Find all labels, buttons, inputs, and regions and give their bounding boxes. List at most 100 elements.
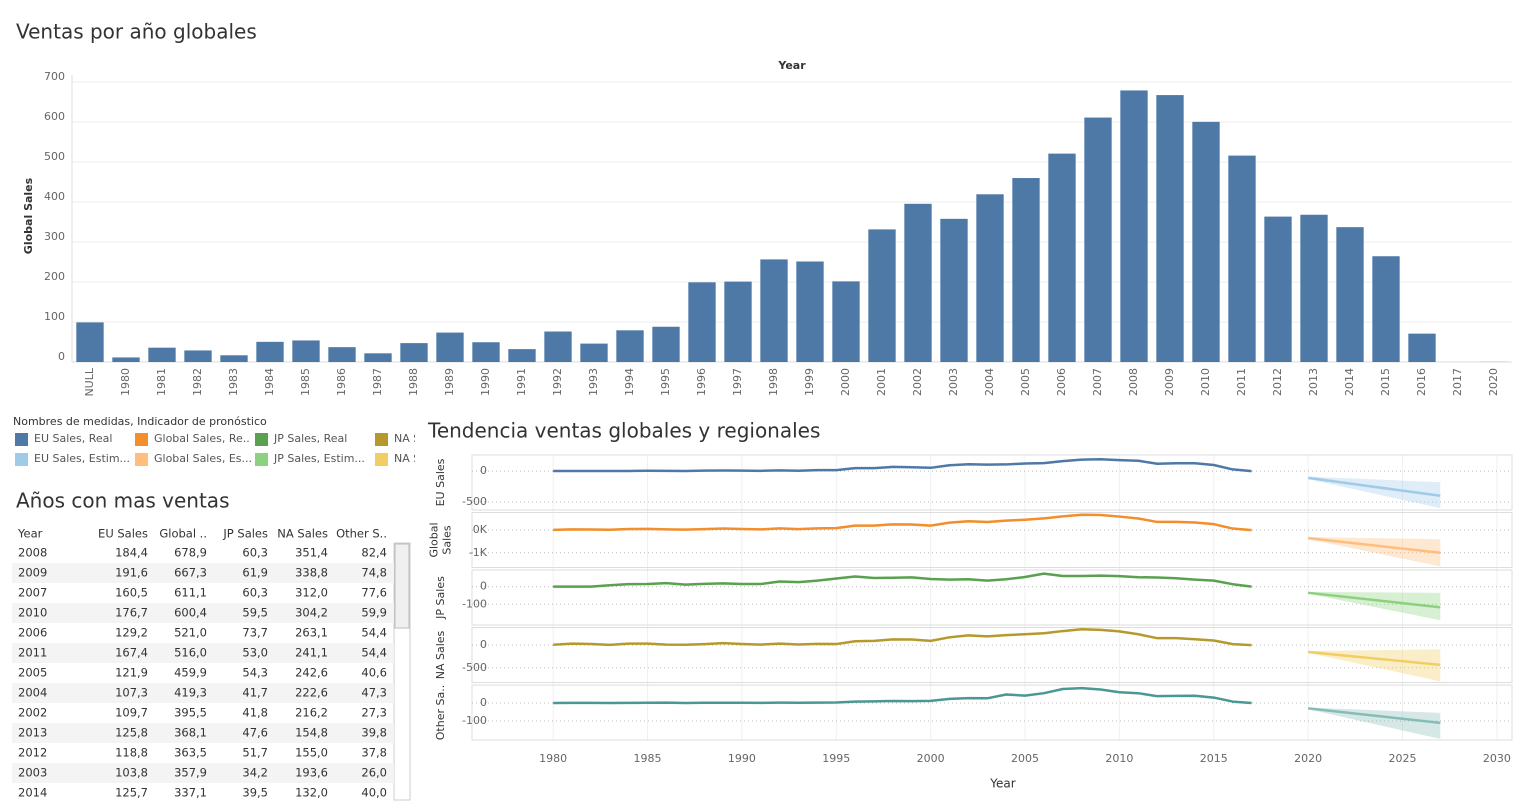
forecast-band (1308, 591, 1441, 621)
table-cell: 155,0 (295, 746, 328, 760)
x-tick-label: 2017 (1451, 368, 1464, 396)
bar (220, 355, 248, 362)
x-tick-label: 2012 (1271, 368, 1284, 396)
table-cell: 118,8 (115, 746, 148, 760)
table-cell: 167,4 (115, 646, 148, 660)
y-tick-label: 0 (58, 350, 65, 363)
table-cell: 193,6 (295, 766, 328, 780)
column-header: EU Sales (98, 527, 148, 541)
table-cell: 2011 (18, 646, 47, 660)
table-cell: 242,6 (295, 666, 328, 680)
forecast-line (1307, 476, 1441, 498)
table-cell: 263,1 (295, 626, 328, 640)
table-cell: 368,1 (174, 726, 207, 740)
series-line (553, 572, 1252, 588)
bar (148, 347, 176, 362)
table-cell: 2013 (18, 726, 47, 740)
x-tick-label: 1996 (695, 368, 708, 396)
table-cell: 34,2 (242, 766, 268, 780)
bar (1336, 227, 1364, 362)
series-line (553, 686, 1252, 705)
bar (76, 322, 104, 362)
bar (832, 281, 860, 362)
bar (292, 340, 320, 362)
table-title: Años con mas ventas (16, 489, 230, 513)
bar (544, 331, 572, 362)
x-tick-label: 1992 (551, 368, 564, 396)
legend-swatch (15, 433, 28, 446)
y-tick-label: 200 (44, 270, 65, 283)
table-cell: 41,8 (242, 706, 268, 720)
bar (1192, 121, 1220, 362)
table-cell: 2008 (18, 546, 47, 560)
table-cell: 59,9 (361, 606, 387, 620)
x-tick-label: 2010 (1105, 752, 1133, 765)
bar (652, 326, 680, 362)
x-tick-label: 2025 (1389, 752, 1417, 765)
bar (724, 281, 752, 362)
bar (1012, 178, 1040, 362)
row-band (12, 643, 394, 663)
x-tick-label: 1985 (299, 368, 312, 396)
table-cell: 26,0 (361, 766, 387, 780)
x-tick-label: 1990 (728, 752, 756, 765)
table-cell: 312,0 (295, 586, 328, 600)
bar (580, 343, 608, 362)
scrollbar-thumb[interactable] (394, 543, 410, 629)
x-tick-label: 2000 (917, 752, 945, 765)
forecast-band (1308, 707, 1441, 739)
table-cell: 2012 (18, 746, 47, 760)
row-band (12, 683, 394, 703)
bar (904, 203, 932, 362)
bar (508, 349, 536, 362)
x-axis-header: Year (777, 59, 806, 72)
table-cell: 51,7 (242, 746, 268, 760)
x-tick-label: 1989 (443, 368, 456, 396)
legend-swatch (375, 433, 388, 446)
x-tick-label: 2030 (1483, 752, 1511, 765)
table-cell: 678,9 (174, 546, 207, 560)
y-tick-label: -500 (462, 661, 487, 674)
x-tick-label: 1993 (587, 368, 600, 396)
chart-title: Tendencia ventas globales y regionales (427, 419, 820, 443)
legend-swatch (135, 433, 148, 446)
table-cell: 37,8 (361, 746, 387, 760)
x-tick-label: 1990 (479, 368, 492, 396)
table-cell: 2010 (18, 606, 47, 620)
legend-swatch (15, 453, 28, 466)
table-cell: 357,9 (174, 766, 207, 780)
x-tick-label: 1991 (515, 368, 528, 396)
legend-title: Nombres de medidas, Indicador de pronóst… (13, 415, 267, 428)
table-cell: 47,6 (242, 726, 268, 740)
x-tick-label: 1986 (335, 368, 348, 396)
y-axis-label: EU Sales (434, 458, 447, 506)
legend-label: EU Sales, Real (34, 432, 112, 445)
x-tick-label: 2002 (911, 368, 924, 396)
table-cell: 60,3 (242, 546, 268, 560)
bar (112, 357, 140, 362)
x-tick-label: 1983 (227, 368, 240, 396)
x-tick-label: 2010 (1199, 368, 1212, 396)
table-cell: 419,3 (174, 686, 207, 700)
bar (400, 343, 428, 362)
table-cell: 53,0 (242, 646, 268, 660)
series-line (553, 628, 1252, 647)
table-cell: 74,8 (361, 566, 387, 580)
bar (328, 347, 356, 362)
x-tick-label: 2016 (1415, 368, 1428, 396)
bar (976, 194, 1004, 362)
x-tick-label: 2020 (1294, 752, 1322, 765)
x-tick-label: 2000 (839, 368, 852, 396)
row-band (12, 723, 394, 743)
table-cell: 54,4 (361, 646, 387, 660)
table-cell: 363,5 (174, 746, 207, 760)
table-cell: 191,6 (115, 566, 148, 580)
x-tick-label: 1994 (623, 368, 636, 396)
panel-frame (471, 627, 1513, 683)
table-cell: 39,8 (361, 726, 387, 740)
row-band (12, 763, 394, 783)
bar (1300, 214, 1328, 362)
legend-label: JP Sales, Estim... (273, 452, 365, 465)
y-tick-label: 600 (44, 110, 65, 123)
